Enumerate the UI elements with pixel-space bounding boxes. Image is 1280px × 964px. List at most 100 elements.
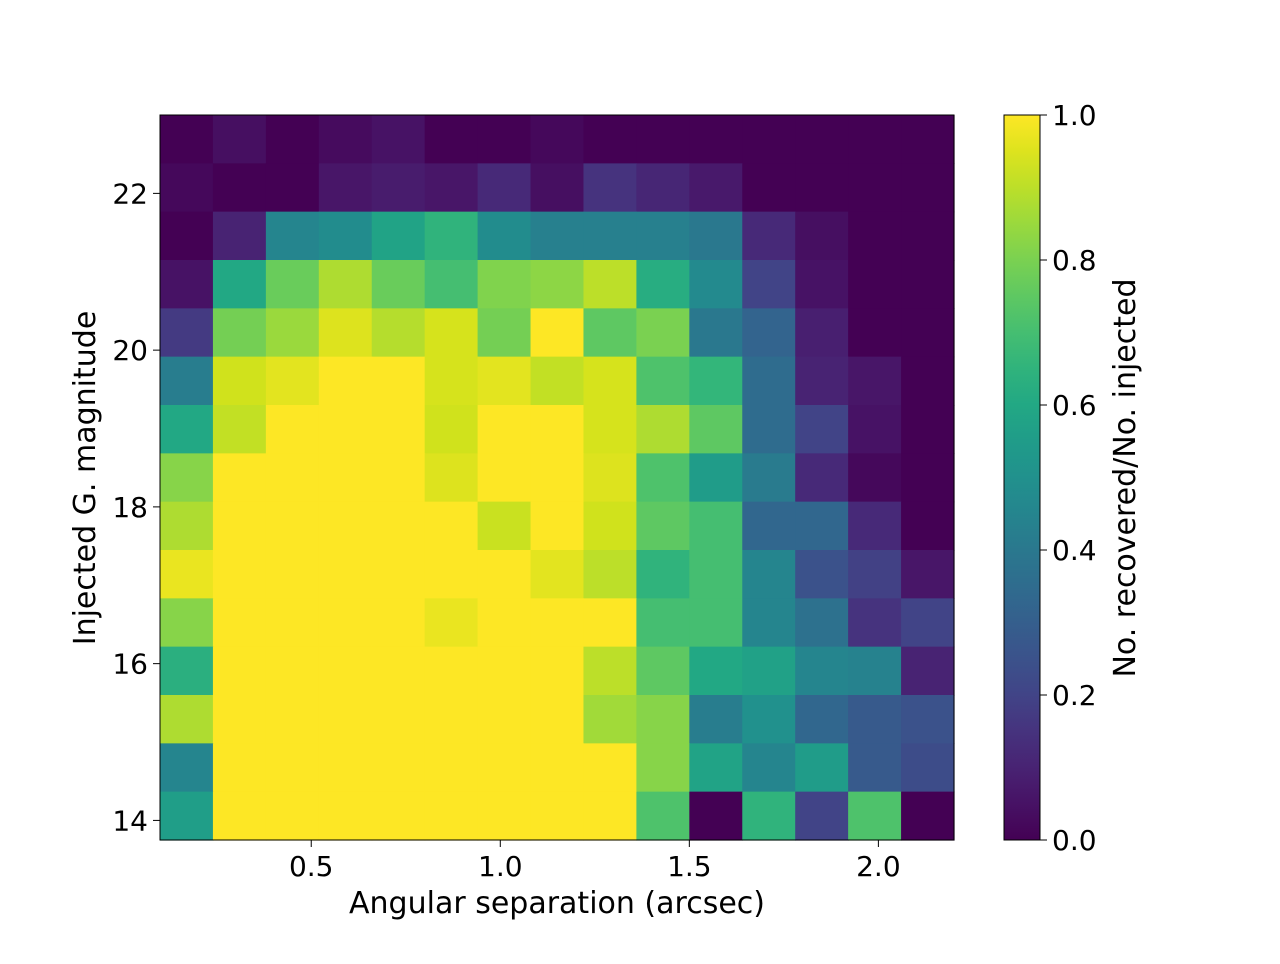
heatmap-cell — [530, 163, 585, 213]
heatmap-cell — [742, 405, 796, 454]
heatmap-cell — [848, 356, 902, 406]
heatmap-cell — [848, 695, 902, 744]
heatmap-cell — [477, 308, 532, 358]
x-tick-label: 1.5 — [667, 850, 712, 883]
heatmap-cell — [636, 163, 690, 213]
heatmap-cell — [583, 356, 637, 406]
heatmap-cell — [212, 115, 267, 164]
heatmap-cell — [424, 598, 479, 648]
heatmap-cell — [265, 163, 320, 213]
heatmap-cell — [742, 791, 796, 841]
heatmap-cell — [742, 163, 796, 213]
heatmap-cell — [901, 453, 955, 503]
heatmap-cell — [477, 115, 532, 164]
heatmap-cell — [795, 550, 849, 599]
heatmap-cell — [160, 405, 214, 454]
heatmap-cell — [371, 598, 426, 648]
heatmap-cell — [689, 356, 743, 406]
heatmap-cell — [371, 453, 426, 503]
heatmap-cell — [371, 695, 426, 744]
heatmap-cell — [424, 453, 479, 503]
heatmap-cell — [530, 501, 585, 551]
heatmap-cell — [530, 550, 585, 599]
heatmap-cell — [901, 211, 955, 261]
x-tick-label: 2.0 — [856, 850, 901, 883]
heatmap-cell — [583, 163, 637, 213]
heatmap-cell — [371, 115, 426, 164]
heatmap-cell — [265, 501, 320, 551]
heatmap-cell — [901, 695, 955, 744]
heatmap-cell — [477, 356, 532, 406]
heatmap-cell — [848, 501, 902, 551]
colorbar-tick-label: 1.0 — [1052, 99, 1097, 132]
heatmap-cell — [689, 743, 743, 793]
heatmap-cell — [848, 308, 902, 358]
heatmap-cell — [848, 405, 902, 454]
heatmap-cell — [742, 308, 796, 358]
heatmap-cell — [265, 260, 320, 309]
heatmap-cell — [530, 743, 585, 793]
heatmap-cell — [636, 743, 690, 793]
heatmap-cell — [160, 163, 214, 213]
heatmap-cell — [477, 646, 532, 696]
heatmap-cell — [160, 743, 214, 793]
heatmap-cell — [371, 743, 426, 793]
heatmap-cell — [212, 260, 267, 309]
heatmap-cell — [212, 695, 267, 744]
y-axis: 14 16 18 20 22 — [112, 177, 160, 837]
colorbar-tick-label: 0.8 — [1052, 244, 1097, 277]
heatmap-cell — [371, 791, 426, 841]
heatmap-cell — [901, 743, 955, 793]
heatmap-cell — [795, 163, 849, 213]
heatmap-cell — [901, 550, 955, 599]
heatmap-cell — [318, 405, 373, 454]
heatmap-cell — [424, 405, 479, 454]
heatmap-cell — [265, 211, 320, 261]
heatmap-cell — [424, 115, 479, 164]
heatmap-cell — [636, 211, 690, 261]
heatmap-cell — [742, 260, 796, 309]
colorbar-tick-label: 0.2 — [1052, 679, 1097, 712]
heatmap-cell — [636, 308, 690, 358]
heatmap-cell — [477, 163, 532, 213]
heatmap-cell — [795, 356, 849, 406]
heatmap-cell — [424, 260, 479, 309]
heatmap-cell — [477, 695, 532, 744]
heatmap-cell — [212, 550, 267, 599]
heatmap-cell — [742, 453, 796, 503]
heatmap-cell — [689, 163, 743, 213]
heatmap-cell — [583, 115, 637, 164]
heatmap-cell — [848, 115, 902, 164]
heatmap-cell — [424, 501, 479, 551]
heatmap-cell — [371, 260, 426, 309]
heatmap-cell — [689, 453, 743, 503]
heatmap-cell — [689, 695, 743, 744]
heatmap-cell — [477, 453, 532, 503]
heatmap-cell — [689, 115, 743, 164]
heatmap-cell — [901, 356, 955, 406]
heatmap-cell — [530, 598, 585, 648]
heatmap-cell — [424, 791, 479, 841]
heatmap-cell — [848, 791, 902, 841]
x-axis-label: Angular separation (arcsec) — [349, 886, 765, 921]
heatmap-cell — [160, 550, 214, 599]
heatmap-cell — [371, 405, 426, 454]
y-tick-label: 22 — [112, 177, 148, 210]
heatmap-cell — [265, 356, 320, 406]
heatmap-cell — [212, 791, 267, 841]
heatmap-cell — [530, 453, 585, 503]
heatmap-cell — [848, 211, 902, 261]
heatmap-cell — [689, 501, 743, 551]
heatmap-cell — [530, 646, 585, 696]
heatmap-cell — [318, 501, 373, 551]
heatmap-cell — [212, 646, 267, 696]
heatmap-cell — [901, 791, 955, 841]
heatmap-cell — [424, 211, 479, 261]
heatmap-cell — [477, 598, 532, 648]
heatmap-cell — [848, 598, 902, 648]
heatmap-cell — [371, 308, 426, 358]
heatmap-cell — [212, 405, 267, 454]
y-tick-label: 16 — [112, 648, 148, 681]
heatmap-cell — [530, 405, 585, 454]
heatmap-cell — [371, 356, 426, 406]
